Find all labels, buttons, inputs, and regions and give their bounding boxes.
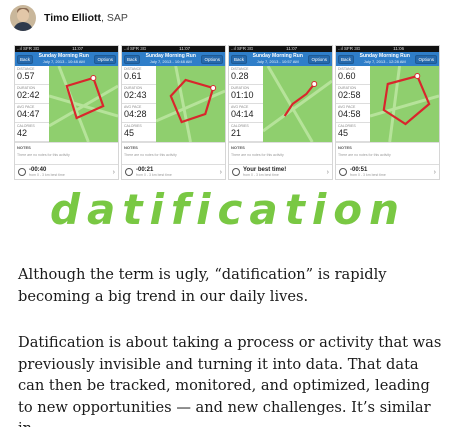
stat-distance: 0.28 <box>231 71 249 81</box>
activity-date: July 7, 2013 - 10:48 AM <box>42 59 85 64</box>
phone-screenshot: ..ıl SFR 3G 11:07 Back Sunday Morning Run… <box>228 45 333 180</box>
activity-title: Sunday Morning Run <box>252 52 303 59</box>
best-time-row: -00:40 from 0 - 3 km best time › <box>15 164 118 179</box>
article-paragraph: Although the term is ugly, “datification… <box>18 266 387 305</box>
stat-duration: 02:43 <box>124 90 147 100</box>
clock-icon <box>125 168 133 176</box>
notes-section: NOTES There are no notes for this activit… <box>122 142 225 164</box>
best-time-row: Your best time! from 0 - 3 km best time › <box>229 164 332 179</box>
back-button: Back <box>17 54 34 64</box>
stat-calories: 42 <box>17 128 28 138</box>
activity-title: Sunday Morning Run <box>359 52 410 59</box>
activity-date: July 7, 2013 - 10:57 AM <box>256 59 299 64</box>
activity-stats: Distance 0.60 Duration 02:58 Avg pace 04:58… <box>336 66 370 142</box>
author-name[interactable]: Timo Elliott <box>44 12 101 24</box>
phone-screenshot: ..ıl SFR 3G 11:07 Back Sunday Morning Run… <box>14 45 119 180</box>
stat-duration: 01:10 <box>231 90 254 100</box>
stat-pace: 04:28 <box>124 109 147 119</box>
phone-status-bar: ..ıl SFR 3G 11:07 <box>229 46 332 52</box>
article-paragraph: Datification is about taking a process o… <box>18 334 442 427</box>
phone-nav-bar: Back Sunday Morning Run July 7, 2013 - 10… <box>15 52 118 66</box>
clock-icon <box>339 168 347 176</box>
notes-section: NOTES There are no notes for this activit… <box>336 142 439 164</box>
route-map <box>370 66 439 142</box>
chevron-right-icon: › <box>112 168 115 176</box>
time-difference: -00:51 <box>350 167 368 173</box>
activity-stats: Distance 0.28 Duration 01:10 Avg pace 04:14… <box>229 66 263 142</box>
chevron-right-icon: › <box>326 168 329 176</box>
clock-icon <box>232 168 240 176</box>
author-byline: Timo Elliott, SAP <box>44 12 128 24</box>
phone-status-bar: ..ıl SFR 3G 11:07 <box>15 46 118 52</box>
phone-status-bar: ..ıl SFR 3G 11:06 <box>336 46 439 52</box>
phone-nav-bar: Back Sunday Morning Run July 7, 2013 - 12… <box>336 52 439 66</box>
stat-pace: 04:14 <box>231 109 254 119</box>
phone-screenshots-image: ..ıl SFR 3G 11:07 Back Sunday Morning Run… <box>14 45 440 180</box>
back-button: Back <box>231 54 248 64</box>
activity-date: July 7, 2013 - 10:48 AM <box>149 59 192 64</box>
route-map <box>263 66 332 142</box>
phone-screenshot: ..ıl SFR 3G 11:06 Back Sunday Morning Run… <box>335 45 440 180</box>
activity-title: Sunday Morning Run <box>38 52 89 59</box>
activity-stats: Distance 0.57 Duration 02:42 Avg pace 04:47… <box>15 66 49 142</box>
stat-pace: 04:47 <box>17 109 40 119</box>
options-button: Options <box>415 54 437 64</box>
stat-pace: 04:58 <box>338 109 361 119</box>
clock-icon <box>18 168 26 176</box>
chevron-right-icon: › <box>433 168 436 176</box>
phone-screenshot: ..ıl SFR 3G 11:07 Back Sunday Morning Run… <box>121 45 226 180</box>
stat-distance: 0.60 <box>338 71 356 81</box>
stat-calories: 45 <box>124 128 135 138</box>
author-header: Timo Elliott, SAP <box>10 4 128 32</box>
stat-distance: 0.61 <box>124 71 142 81</box>
time-difference: Your best time! <box>243 167 287 173</box>
route-map <box>156 66 225 142</box>
activity-date: July 7, 2013 - 12:28 AM <box>363 59 406 64</box>
back-button: Back <box>338 54 355 64</box>
author-org: , SAP <box>100 12 128 24</box>
back-button: Back <box>124 54 141 64</box>
best-time-row: -00:21 from 0 - 3 km best time › <box>122 164 225 179</box>
phone-nav-bar: Back Sunday Morning Run July 7, 2013 - 10… <box>229 52 332 66</box>
phone-nav-bar: Back Sunday Morning Run July 7, 2013 - 10… <box>122 52 225 66</box>
options-button: Options <box>201 54 223 64</box>
activity-title: Sunday Morning Run <box>145 52 196 59</box>
time-difference: -00:40 <box>29 167 47 173</box>
time-difference: -00:21 <box>136 167 154 173</box>
author-avatar[interactable] <box>10 5 36 31</box>
route-map <box>49 66 118 142</box>
stat-distance: 0.57 <box>17 71 35 81</box>
datification-logo: DATIFICATION <box>33 184 423 236</box>
phone-status-bar: ..ıl SFR 3G 11:07 <box>122 46 225 52</box>
activity-stats: Distance 0.61 Duration 02:43 Avg pace 04:28… <box>122 66 156 142</box>
stat-duration: 02:58 <box>338 90 361 100</box>
chevron-right-icon: › <box>219 168 222 176</box>
stat-duration: 02:42 <box>17 90 40 100</box>
options-button: Options <box>308 54 330 64</box>
best-time-row: -00:51 from 0 - 3 km best time › <box>336 164 439 179</box>
notes-section: NOTES There are no notes for this activit… <box>15 142 118 164</box>
options-button: Options <box>94 54 116 64</box>
logo-text: DATIFICATION <box>49 185 406 234</box>
notes-section: NOTES There are no notes for this activit… <box>229 142 332 164</box>
stat-calories: 45 <box>338 128 349 138</box>
stat-calories: 21 <box>231 128 242 138</box>
